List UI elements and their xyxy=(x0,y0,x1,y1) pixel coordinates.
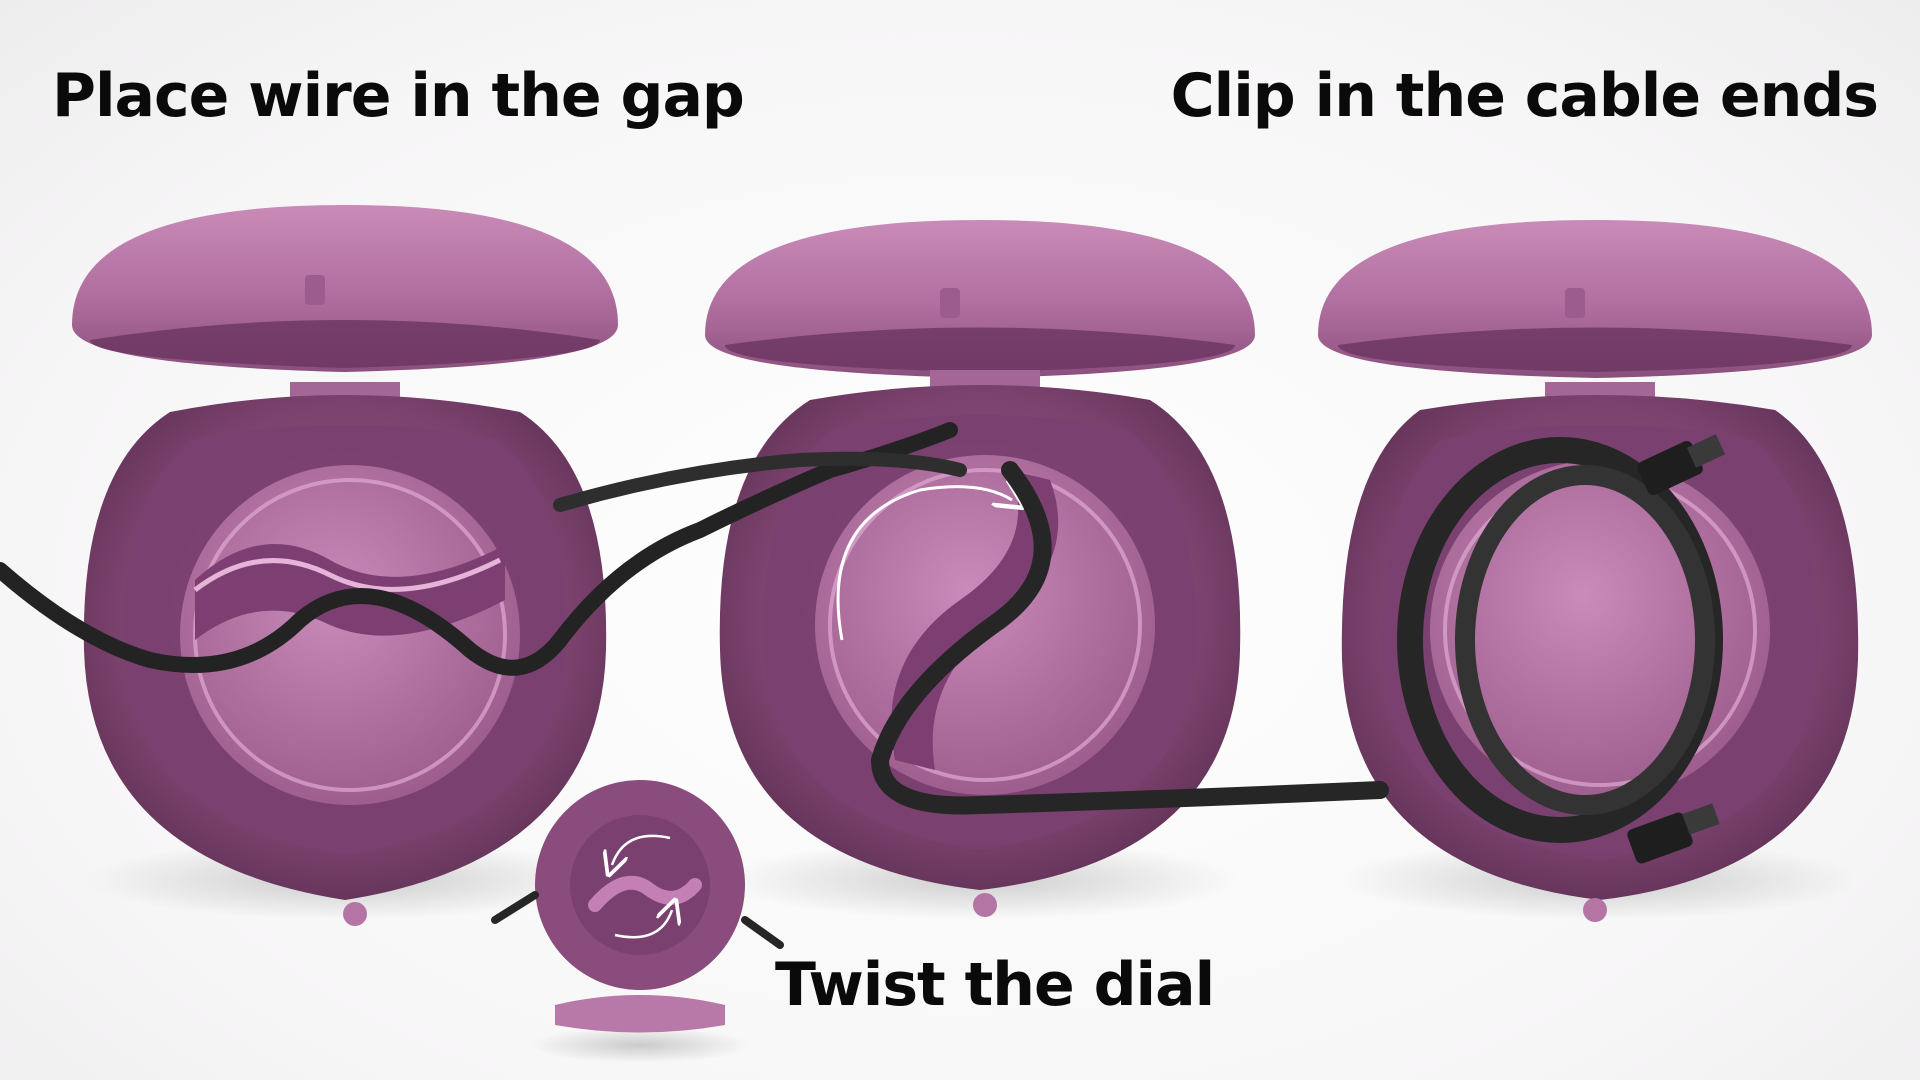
dial-demo xyxy=(491,780,784,1063)
step1-caption: Place wire in the gap xyxy=(52,61,745,131)
step3-caption: Clip in the cable ends xyxy=(1170,61,1879,131)
organizer-unit-step1 xyxy=(72,205,618,926)
organizer-unit-step3 xyxy=(1318,220,1872,922)
step2-caption: Twist the dial xyxy=(775,950,1215,1020)
cable xyxy=(0,422,1389,815)
organizer-unit-step2 xyxy=(705,220,1255,920)
